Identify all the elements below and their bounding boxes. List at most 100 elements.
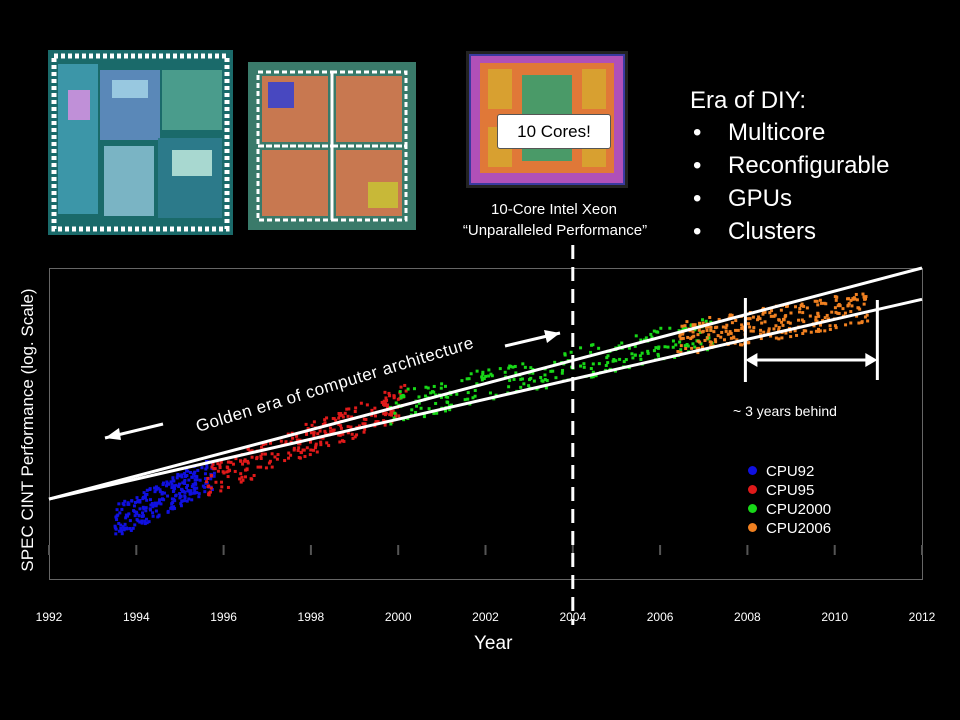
point-cpu2000 [432,411,436,415]
x-tick-label-2000: 2000 [384,610,412,624]
point-cpu2000 [422,415,426,419]
point-cpu92 [204,467,208,471]
point-cpu2006 [850,304,854,308]
point-cpu95 [365,403,369,407]
point-cpu2006 [725,323,729,327]
point-cpu2000 [440,382,444,386]
point-cpu95 [309,440,313,444]
point-cpu2006 [761,312,765,316]
point-cpu95 [329,430,333,434]
point-cpu2006 [777,325,781,329]
point-cpu2000 [612,358,616,362]
point-cpu2006 [683,324,687,328]
point-cpu92 [193,470,197,474]
point-cpu2006 [863,297,867,301]
point-cpu92 [141,511,145,515]
point-cpu2000 [460,379,464,383]
point-cpu2000 [540,379,544,383]
point-cpu2006 [762,330,766,334]
point-cpu2006 [770,309,774,313]
point-cpu95 [384,396,388,400]
point-cpu2000 [490,374,494,378]
point-cpu95 [207,493,211,497]
point-cpu2000 [591,375,595,379]
point-cpu2006 [785,304,789,308]
point-cpu95 [289,440,293,444]
point-cpu95 [388,413,392,417]
point-cpu2006 [838,304,842,308]
point-cpu2006 [798,307,802,311]
point-cpu2000 [424,394,428,398]
point-cpu92 [129,528,133,532]
point-cpu2006 [732,336,736,340]
point-cpu92 [209,477,213,481]
point-cpu92 [177,482,181,486]
point-cpu92 [154,485,158,489]
point-cpu92 [169,506,173,510]
point-cpu2000 [591,362,595,366]
point-cpu92 [118,511,122,515]
point-cpu95 [226,466,230,470]
point-cpu2006 [847,302,851,306]
point-cpu2000 [618,357,622,361]
point-cpu2000 [704,319,708,323]
point-cpu2006 [706,325,710,329]
point-cpu92 [150,502,154,506]
point-cpu95 [321,436,325,440]
point-cpu95 [319,440,323,444]
point-cpu95 [297,442,301,446]
point-cpu2006 [855,298,859,302]
point-cpu92 [143,519,147,523]
point-cpu95 [350,432,354,436]
point-cpu92 [212,474,216,478]
xeon-caption-quote: “Unparalleled Performance” [462,222,648,239]
point-cpu2000 [611,359,615,363]
point-cpu95 [346,425,350,429]
point-cpu2000 [560,371,564,375]
y-axis-label: SPEC CINT Performance (log. Scale) [18,288,37,572]
point-cpu2006 [797,310,801,314]
point-cpu92 [128,527,132,531]
point-cpu95 [383,413,387,417]
point-cpu2000 [527,378,531,382]
point-cpu2000 [685,343,689,347]
point-cpu95 [403,383,407,387]
point-cpu95 [347,407,351,411]
point-cpu2006 [679,337,683,341]
point-cpu92 [185,486,189,490]
point-cpu92 [133,500,137,504]
processor-die-photo-1 [48,50,233,235]
point-cpu2000 [679,348,683,352]
point-cpu2006 [713,338,717,342]
point-cpu95 [363,422,367,426]
point-cpu92 [164,484,168,488]
point-cpu2006 [715,325,719,329]
point-cpu2000 [482,377,486,381]
point-cpu2006 [814,315,818,319]
point-cpu2006 [705,328,709,332]
point-cpu95 [386,403,390,407]
point-cpu2000 [646,351,650,355]
era-of-diy-title: Era of DIY: [690,87,807,114]
point-cpu92 [203,472,207,476]
point-cpu92 [203,485,207,489]
point-cpu95 [316,432,320,436]
point-cpu2000 [521,362,525,366]
point-cpu92 [204,481,208,485]
trend-lines [48,266,923,501]
point-cpu2000 [402,395,406,399]
point-cpu2000 [498,367,502,371]
point-cpu92 [128,519,132,523]
point-cpu92 [192,486,196,490]
x-tick-label-2002: 2002 [472,610,499,624]
point-cpu2006 [736,328,740,332]
point-cpu2000 [469,372,473,376]
point-cpu95 [313,446,317,450]
x-tick-label-2010: 2010 [821,610,849,624]
point-cpu92 [133,523,137,527]
point-cpu95 [226,485,230,489]
point-cpu2006 [781,323,785,327]
point-cpu92 [113,524,117,528]
point-cpu92 [195,475,199,479]
point-cpu92 [189,492,193,496]
